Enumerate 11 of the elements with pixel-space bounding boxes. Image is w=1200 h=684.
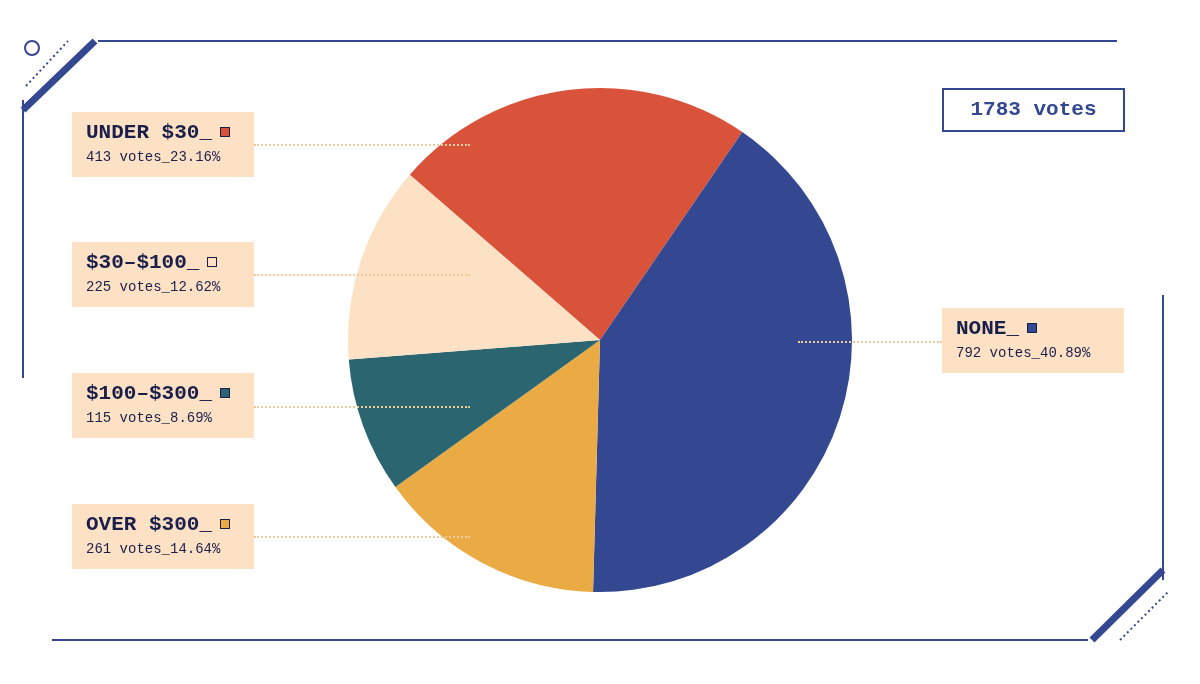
text: 1783 votes <box>942 88 1125 132</box>
legend-label: $100–$300_ <box>86 381 214 407</box>
legend-label: NONE_ <box>956 316 1020 342</box>
data-label: 792 votes_40.89% <box>956 344 1092 363</box>
data-label: 413 votes_23.16% <box>86 148 222 167</box>
data-label: 261 votes_14.64% <box>86 540 222 559</box>
legend-label: OVER $300_ <box>86 512 214 538</box>
legend-label: UNDER $30_ <box>86 120 214 146</box>
data-label: 115 votes_8.69% <box>86 409 214 428</box>
legend-label: $30–$100_ <box>86 250 201 276</box>
data-label: 225 votes_12.62% <box>86 278 222 297</box>
